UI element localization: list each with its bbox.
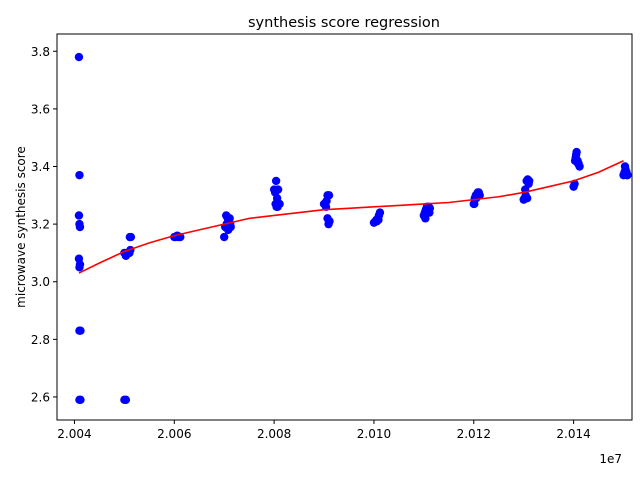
regression-line — [78, 160, 624, 274]
scatter-point — [470, 199, 479, 209]
y-tick-label: 2.6 — [31, 390, 50, 404]
y-tick-label: 2.8 — [31, 333, 50, 347]
scatter-point — [76, 326, 85, 335]
scatter-point — [620, 162, 630, 171]
scatter-point — [375, 208, 385, 217]
scatter-point — [524, 176, 534, 186]
scatter-point — [273, 185, 283, 194]
scatter-point — [126, 232, 136, 242]
y-tick-label: 3.2 — [31, 218, 50, 232]
scatter-point — [622, 170, 632, 180]
scatter-point — [374, 215, 383, 224]
y-tick-label: 3.4 — [31, 160, 50, 174]
x-axis: 2.004 2.006 2.008 2.010 2.012 2.014 — [57, 420, 591, 441]
scatter-point — [324, 191, 334, 200]
x-tick-label: 2.004 — [57, 427, 91, 441]
scatter-point — [75, 170, 84, 180]
scatter-point — [474, 191, 483, 200]
x-tick-label: 2.014 — [556, 427, 590, 441]
scatter-point — [425, 208, 434, 217]
plot-frame — [56, 33, 633, 421]
y-tick-label: 3.0 — [31, 275, 50, 289]
scatter-point — [222, 211, 231, 220]
scatter-point — [273, 202, 282, 212]
x-tick-label: 2.010 — [357, 427, 391, 441]
y-tick-label: 3.8 — [31, 45, 50, 59]
scatter-point — [522, 193, 532, 203]
y-axis-label: microwave synthesis score — [14, 146, 28, 308]
y-axis: 2.6 2.8 3.0 3.2 3.4 3.6 3.8 — [31, 45, 57, 404]
scatter-point — [121, 395, 131, 405]
x-tick-label: 2.008 — [257, 427, 291, 441]
scatter-point — [74, 211, 84, 220]
scatter-point — [75, 222, 85, 232]
x-tick-label: 2.006 — [157, 427, 191, 441]
y-tick-label: 3.6 — [31, 102, 50, 116]
scatter-point — [271, 176, 281, 186]
x-tick-label: 2.012 — [457, 427, 491, 441]
chart-title: synthesis score regression — [248, 15, 440, 31]
scatter-point — [220, 232, 229, 242]
scatter-point — [76, 395, 85, 405]
scatter-point — [74, 52, 84, 62]
scatter-point — [325, 217, 334, 226]
plot-marks — [74, 52, 632, 405]
x-axis-offset-label: 1e7 — [599, 452, 622, 466]
scatter-point — [573, 159, 583, 168]
scatter-point — [75, 260, 85, 269]
